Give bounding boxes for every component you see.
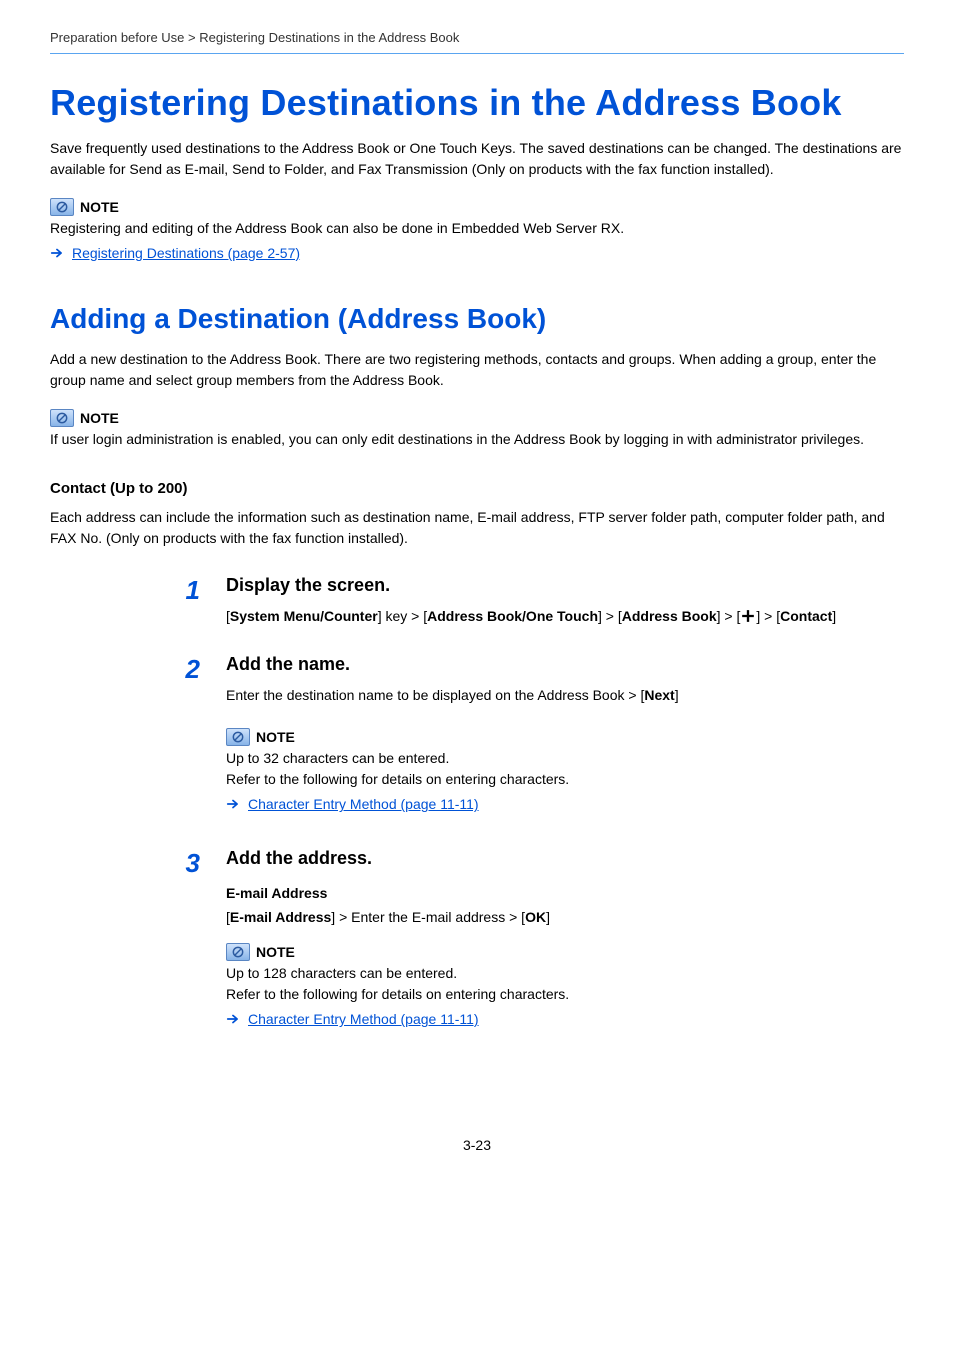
key-address-book-one-touch: Address Book/One Touch [427,608,598,624]
key-contact: Contact [780,608,832,624]
note-block-step2: NOTE Up to 32 characters can be entered.… [226,728,904,812]
note-icon [50,198,74,216]
link-character-entry[interactable]: Character Entry Method (page 11-11) [248,1011,479,1027]
txt: ] > Enter the E-mail address > [ [331,909,525,925]
step-title: Add the name. [226,654,904,675]
step-body: Enter the destination name to be display… [226,685,904,707]
link-registering-destinations[interactable]: Registering Destinations (page 2-57) [72,245,300,261]
step-number: 1 [186,575,200,628]
step-content: Add the name. Enter the destination name… [226,654,904,823]
key-next: Next [644,687,674,703]
note-header: NOTE [50,198,904,216]
arrow-right-icon [50,246,64,260]
note-text-line1: Up to 128 characters can be entered. [226,963,904,984]
txt: ] [832,608,836,624]
key-system-menu: System Menu/Counter [230,608,378,624]
step-number-col: 2 [50,654,200,823]
subsection-heading: Contact (Up to 200) [50,480,904,497]
arrow-right-icon [226,797,240,811]
section-intro: Add a new destination to the Address Boo… [50,349,904,391]
arrow-right-icon [226,1012,240,1026]
note-text: If user login administration is enabled,… [50,429,904,450]
note-icon [226,728,250,746]
step-number: 3 [186,848,200,1037]
note-label: NOTE [256,729,295,745]
note-label: NOTE [80,410,119,426]
note-header: NOTE [226,943,904,961]
note-block-top: NOTE Registering and editing of the Addr… [50,198,904,261]
step-3: 3 Add the address. E-mail Address [E-mai… [50,848,904,1037]
txt: Enter the destination name to be display… [226,687,644,703]
txt: ] [675,687,679,703]
page-number: 3-23 [50,1137,904,1153]
page-title: Registering Destinations in the Address … [50,82,904,124]
sub-heading-email: E-mail Address [226,885,904,901]
note-text-line2: Refer to the following for details on en… [226,769,904,790]
plus-icon [740,608,756,624]
note-text-line2: Refer to the following for details on en… [226,984,904,1005]
key-ok: OK [525,909,546,925]
step-content: Display the screen. [System Menu/Counter… [226,575,904,628]
txt: ] [546,909,550,925]
txt: ] > [ [756,608,780,624]
note-text-line1: Up to 32 characters can be entered. [226,748,904,769]
page-content: Preparation before Use > Registering Des… [0,0,954,1193]
step-title: Add the address. [226,848,904,869]
txt: ] > [ [717,608,741,624]
step-number-col: 1 [50,575,200,628]
link-row: Character Entry Method (page 11-11) [226,1011,904,1027]
section-heading: Adding a Destination (Address Book) [50,303,904,335]
step-body: [System Menu/Counter] key > [Address Boo… [226,606,904,628]
breadcrumb: Preparation before Use > Registering Des… [50,30,904,54]
step-title: Display the screen. [226,575,904,596]
note-block-2: NOTE If user login administration is ena… [50,409,904,450]
key-address-book: Address Book [622,608,717,624]
note-header: NOTE [226,728,904,746]
note-header: NOTE [50,409,904,427]
key-email-address: E-mail Address [230,909,331,925]
note-icon [226,943,250,961]
txt: ] > [ [598,608,622,624]
txt: ] key > [ [378,608,427,624]
note-text: Registering and editing of the Address B… [50,218,904,239]
note-label: NOTE [256,944,295,960]
link-row: Registering Destinations (page 2-57) [50,245,904,261]
link-character-entry[interactable]: Character Entry Method (page 11-11) [248,796,479,812]
note-label: NOTE [80,199,119,215]
link-row: Character Entry Method (page 11-11) [226,796,904,812]
note-block-step3: NOTE Up to 128 characters can be entered… [226,943,904,1027]
step-body: [E-mail Address] > Enter the E-mail addr… [226,907,904,929]
step-2: 2 Add the name. Enter the destination na… [50,654,904,823]
subsection-intro: Each address can include the information… [50,507,904,549]
step-1: 1 Display the screen. [System Menu/Count… [50,575,904,628]
step-number-col: 3 [50,848,200,1037]
step-number: 2 [186,654,200,823]
note-icon [50,409,74,427]
step-content: Add the address. E-mail Address [E-mail … [226,848,904,1037]
intro-paragraph: Save frequently used destinations to the… [50,138,904,180]
